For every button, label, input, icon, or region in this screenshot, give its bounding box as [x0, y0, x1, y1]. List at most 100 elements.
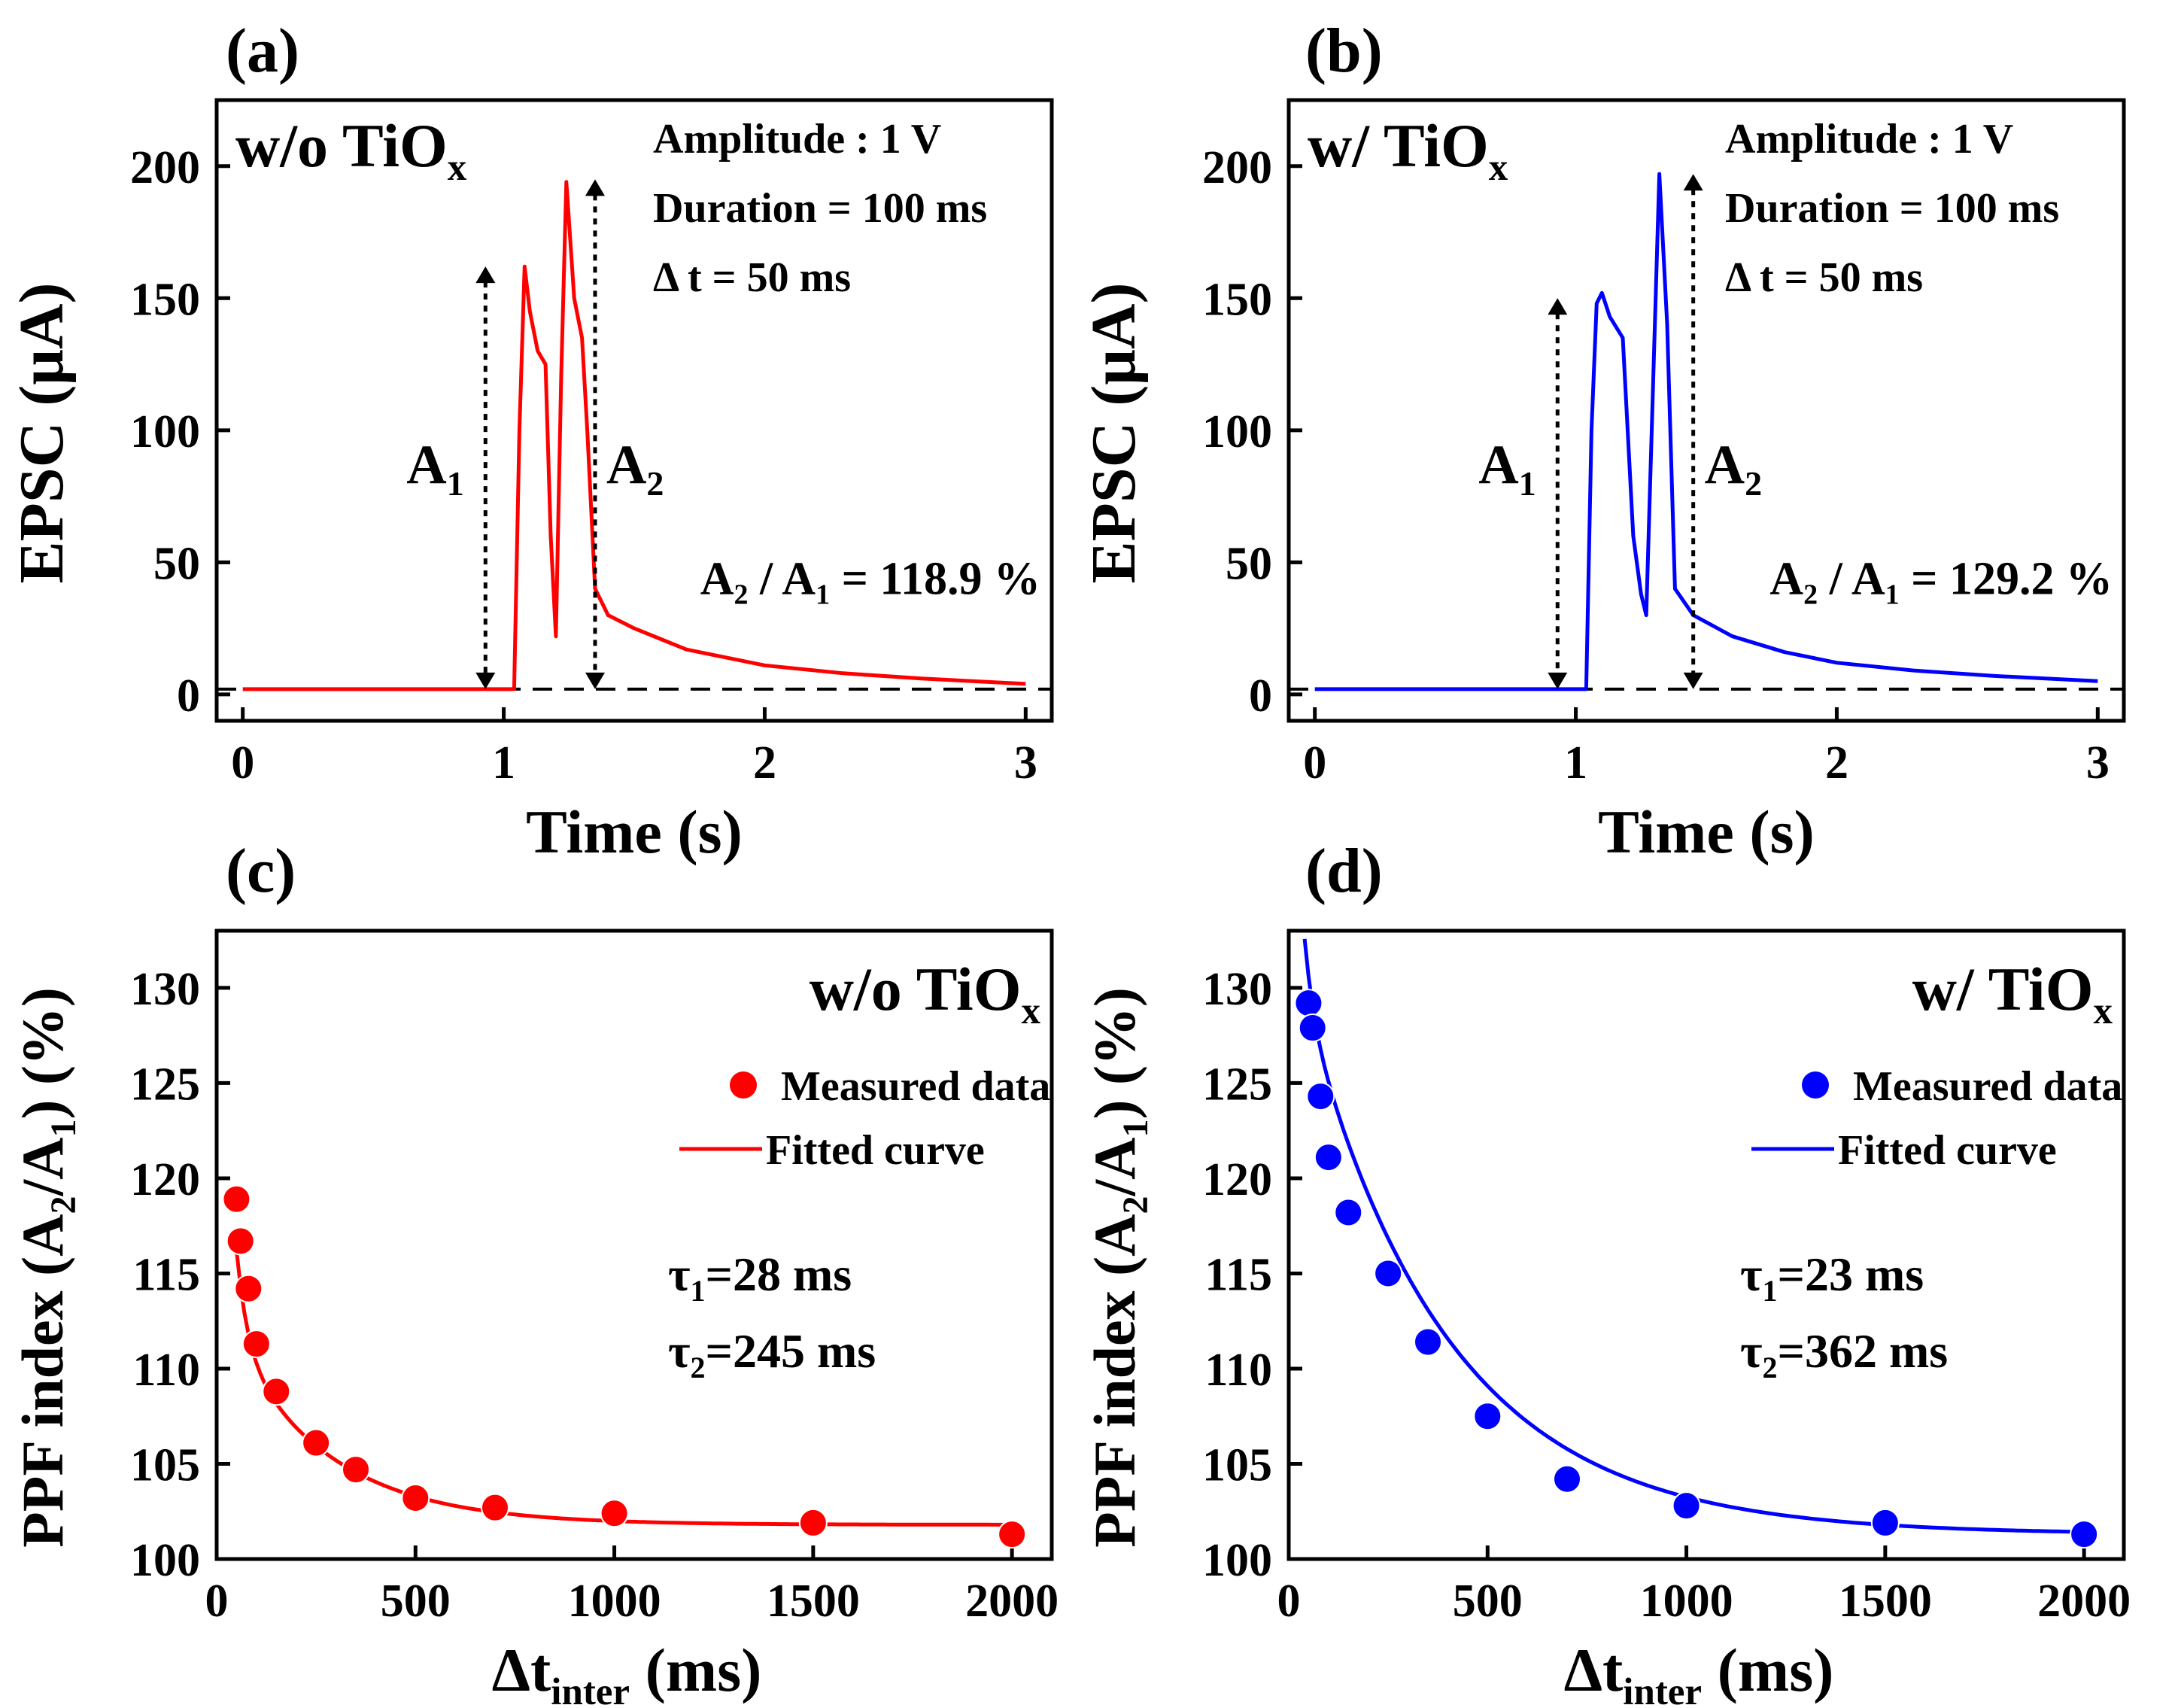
y-tick-label: 110: [1204, 1345, 1272, 1396]
y-axis-label: PPF index (A2/A1) (%): [10, 987, 84, 1548]
subscript: 2: [691, 1351, 706, 1384]
sample-label: w/o TiOx: [235, 111, 467, 189]
text-span: =23 ms: [1778, 1248, 1924, 1301]
text-span: Time (s): [1598, 798, 1815, 866]
x-tick-label: 1500: [1839, 1576, 1932, 1627]
sample-label: w/ TiOx: [1308, 111, 1508, 189]
legend-measured-marker: [730, 1071, 757, 1099]
subscript: x: [1022, 990, 1041, 1032]
a1-arrow-head-up: [475, 266, 496, 284]
panel-b: (b) 0 1 2 3 0 50 100 150 200 w/ TiOx Time (s) EPSC (…: [1079, 16, 2126, 866]
measured-point: [1672, 1491, 1701, 1521]
panel-label: (c): [226, 836, 296, 906]
x-tick-label: 2000: [965, 1576, 1059, 1627]
text-span: =362 ms: [1778, 1324, 1949, 1378]
tau2-text: τ2=245 ms: [668, 1324, 876, 1384]
y-tick-label: 150: [130, 274, 200, 325]
stimulus-parameter: Duration = 100 ms: [1725, 185, 2059, 232]
a2-arrow-head-down: [585, 672, 605, 689]
text-span: (ms): [1702, 1636, 1833, 1704]
measured-point: [1314, 1143, 1343, 1172]
a1-arrow-head-down: [1548, 672, 1568, 689]
x-tick-label: 3: [1014, 737, 1037, 789]
sample-label: w/o TiOx: [810, 955, 1041, 1032]
text-span: Time (s): [526, 798, 743, 866]
y-tick-label: 150: [1202, 274, 1272, 325]
text-span: A: [606, 434, 646, 496]
legend-measured-text: Measured data: [1853, 1063, 2122, 1110]
y-tick-label: 100: [130, 1535, 200, 1586]
x-tick-label: 0: [1303, 737, 1326, 789]
x-tick-label: 500: [1453, 1576, 1523, 1627]
subscript: x: [1489, 147, 1508, 189]
y-tick-label: 125: [130, 1059, 200, 1110]
x-tick-label: 0: [231, 737, 254, 789]
text-span: =28 ms: [706, 1248, 852, 1301]
y-tick-label: 130: [130, 964, 200, 1015]
measured-point: [234, 1274, 263, 1303]
subscript: 2: [1803, 579, 1818, 611]
text-span: τ: [1740, 1324, 1763, 1378]
text-span: ) (%): [10, 987, 75, 1119]
legend-measured-text: Measured data: [781, 1063, 1050, 1110]
measured-point: [1306, 1082, 1335, 1111]
panel-label: (a): [226, 16, 299, 86]
text-span: (d): [1305, 836, 1383, 906]
y-axis-label: EPSC (μA): [1079, 283, 1149, 584]
stimulus-parameter: Amplitude : 1 V: [653, 116, 941, 163]
measured-point: [342, 1455, 370, 1485]
text-span: (c): [226, 836, 296, 906]
text-span: Δt: [1564, 1636, 1624, 1704]
x-tick-label: 1500: [767, 1576, 860, 1627]
tau1-text: τ1=28 ms: [668, 1248, 852, 1308]
stimulus-parameter: Δ t = 50 ms: [653, 254, 851, 301]
x-tick-label: 1: [1564, 737, 1587, 789]
text-span: /: [1818, 553, 1851, 604]
subscript: 1: [447, 464, 464, 503]
subscript: 1: [1116, 1120, 1156, 1138]
text-span: A: [782, 553, 816, 604]
sample-label: w/ TiOx: [1912, 955, 2113, 1032]
y-tick-label: 50: [1226, 538, 1272, 589]
text-span: /A: [1082, 1138, 1147, 1197]
text-span: EPSC (μA): [1079, 283, 1149, 584]
y-axis-label: EPSC (μA): [7, 283, 77, 584]
x-axis-label: Time (s): [1598, 798, 1815, 866]
measured-point: [1414, 1327, 1442, 1357]
text-span: A: [1705, 434, 1745, 496]
y-tick-label: 0: [1249, 670, 1272, 722]
tau2-text: τ2=362 ms: [1740, 1324, 1948, 1384]
y-axis-label: PPF index (A2/A1) (%): [1082, 987, 1156, 1548]
subscript: 1: [816, 579, 830, 611]
y-tick-label: 115: [132, 1249, 200, 1300]
y-tick-label: 100: [130, 406, 200, 457]
text-span: A: [1478, 434, 1518, 496]
a2-arrow-head-up: [1683, 174, 1703, 191]
measured-point: [1294, 989, 1323, 1018]
text-span: (a): [226, 16, 299, 86]
y-tick-label: 100: [1202, 1535, 1272, 1586]
subscript: 1: [691, 1274, 706, 1308]
text-span: Δt: [492, 1636, 551, 1704]
plot-frame: [1286, 928, 2126, 1561]
ppf-ratio-text: A2 / A1 = 118.9 %: [700, 553, 1040, 610]
a1-arrow-head-down: [475, 672, 496, 689]
measured-point: [1298, 1014, 1327, 1043]
subscript: 2: [734, 579, 748, 611]
plot-frame: [214, 928, 1054, 1561]
plot-frame: [1286, 98, 2126, 723]
text-span: PPF index (A: [1082, 1214, 1147, 1548]
text-span: = 118.9 %: [830, 553, 1040, 604]
legend-measured-marker: [1802, 1071, 1829, 1099]
x-tick-label: 2: [753, 737, 776, 789]
subscript: 2: [1763, 1351, 1778, 1384]
subscript: 1: [44, 1120, 84, 1138]
tau1-text: τ1=23 ms: [1740, 1248, 1924, 1308]
text-span: /: [748, 553, 782, 604]
measured-point: [481, 1493, 509, 1522]
text-span: =245 ms: [706, 1324, 876, 1378]
subscript: 1: [1763, 1274, 1778, 1308]
text-span: τ: [1740, 1248, 1763, 1301]
plot-frame: [214, 98, 1054, 723]
legend-fitted-text: Fitted curve: [766, 1127, 985, 1174]
